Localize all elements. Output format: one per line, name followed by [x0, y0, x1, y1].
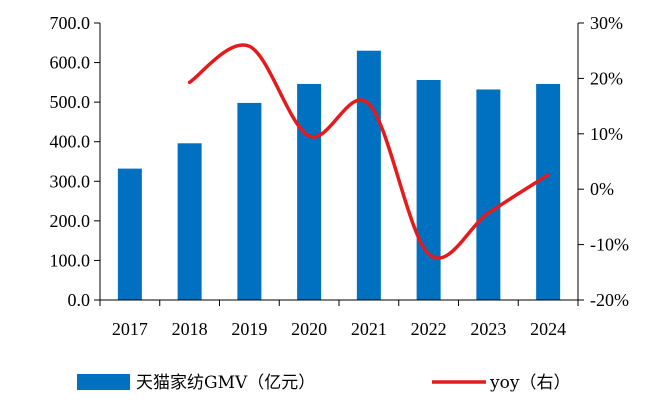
legend-label-gmv: 天猫家纺GMV（亿元） [136, 373, 315, 393]
x-tick-label: 2024 [530, 319, 566, 339]
axes: 0.0 100.0 200.0 300.0 400.0 500.0 600.0 700.0 -2… [50, 13, 630, 339]
legend-swatch-gmv [77, 374, 130, 390]
y-left-tick-label: 200.0 [50, 211, 91, 231]
x-tick-label: 2020 [291, 319, 327, 339]
y-right-tick-label: -20% [590, 290, 629, 310]
y-left-tick-label: 700.0 [50, 13, 91, 33]
y-right-tick-label: 20% [590, 68, 623, 88]
y-right-tick-label: 30% [590, 13, 623, 33]
bar-2023 [476, 89, 501, 300]
bar-series-gmv [117, 50, 561, 301]
y-left-tick-label: 0.0 [68, 290, 91, 310]
x-tick-label: 2023 [470, 319, 506, 339]
x-tick-label: 2022 [411, 319, 447, 339]
bar-2020 [297, 83, 322, 300]
y-right-tick-label: 0% [590, 179, 614, 199]
legend-label-yoy: yoy（右） [489, 373, 570, 393]
bar-2018 [177, 143, 202, 300]
y-left-tick-label: 400.0 [50, 132, 91, 152]
legend: 天猫家纺GMV（亿元） yoy（右） [77, 373, 570, 393]
line-series-yoy-layer [187, 43, 550, 260]
bar-2021 [356, 50, 381, 301]
y-right-tick-label: -10% [590, 235, 629, 255]
y-left-tick-label: 100.0 [50, 250, 91, 270]
x-tick-label: 2019 [231, 319, 267, 339]
line-series-yoy [187, 43, 550, 260]
x-tick-label: 2021 [351, 319, 387, 339]
bar-2017 [117, 168, 142, 300]
bar-2019 [237, 102, 262, 300]
bar-2022 [416, 79, 441, 301]
y-left-tick-label: 300.0 [50, 171, 91, 191]
bar-2024 [536, 83, 561, 300]
x-tick-label: 2018 [172, 319, 208, 339]
y-left-tick-label: 600.0 [50, 53, 91, 73]
y-left-tick-label: 500.0 [50, 92, 91, 112]
x-tick-label: 2017 [112, 319, 148, 339]
y-right-tick-label: 10% [590, 124, 623, 144]
